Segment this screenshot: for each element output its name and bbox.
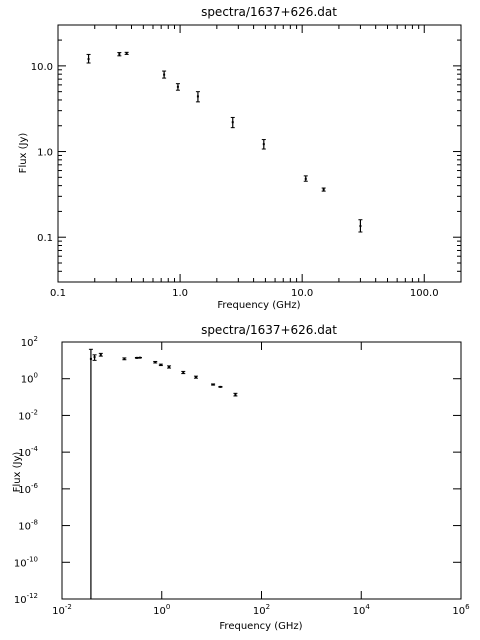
bottom-y-axis-label: Flux (Jy) [12, 452, 23, 493]
data-point [137, 356, 142, 359]
data-point [211, 383, 216, 386]
data-marker [138, 356, 141, 359]
data-point [167, 365, 172, 369]
y-tick-label: 1.0 [37, 148, 53, 159]
data-marker [99, 353, 102, 356]
data-marker [231, 121, 234, 124]
data-point [358, 219, 363, 233]
data-marker [168, 365, 171, 368]
data-point [162, 70, 167, 79]
y-tick-label: 0.1 [37, 233, 53, 244]
bottom-data-points [88, 348, 238, 600]
data-point [181, 370, 186, 375]
data-point [218, 385, 223, 388]
x-tick-label: 10-2 [52, 603, 72, 617]
top-x-axis-label: Frequency (GHz) [217, 300, 300, 311]
x-tick-label: 10.0 [291, 288, 313, 299]
data-marker [176, 85, 179, 88]
data-marker [359, 225, 362, 228]
data-point [261, 139, 266, 150]
data-point [88, 348, 93, 600]
bottom-panel: spectra/1637+626.dat 10-2 100 102 104 106 10… [12, 323, 470, 632]
top-chart-title: spectra/1637+626.dat [201, 5, 337, 19]
top-y-ticks: 0.1 1.0 10.0 [31, 39, 461, 272]
y-tick-label: 10-6 [18, 482, 38, 496]
x-tick-label: 100 [153, 603, 170, 617]
data-marker [262, 143, 265, 146]
y-tick-label: 10-4 [18, 445, 38, 459]
y-tick-label: 10-2 [18, 408, 38, 422]
data-point [230, 116, 235, 129]
data-marker [194, 376, 197, 379]
data-point [86, 53, 91, 64]
data-marker [89, 357, 92, 360]
data-marker [118, 53, 121, 56]
bottom-x-axis-label: Frequency (GHz) [219, 621, 302, 632]
bottom-x-ticks: 10-2 100 102 104 106 [52, 342, 470, 617]
data-marker [154, 361, 157, 364]
x-tick-label: 100.0 [410, 288, 439, 299]
data-point [175, 83, 180, 91]
top-x-ticks: 0.1 1.0 10.0 100.0 [50, 25, 439, 299]
data-marker [219, 385, 222, 388]
data-point [153, 360, 158, 364]
data-marker [123, 357, 126, 360]
data-point [195, 91, 200, 103]
y-tick-label: 102 [21, 335, 38, 349]
data-point [303, 175, 308, 182]
data-marker [304, 177, 307, 180]
data-marker [163, 73, 166, 76]
data-point [122, 357, 127, 361]
y-tick-label: 10-12 [14, 592, 38, 606]
data-marker [196, 95, 199, 98]
x-tick-label: 0.1 [50, 288, 66, 299]
data-marker [234, 393, 237, 396]
data-point [321, 187, 326, 192]
data-point [158, 363, 163, 367]
x-tick-label: 1.0 [172, 288, 188, 299]
data-marker [125, 52, 128, 55]
data-marker [135, 356, 138, 359]
data-point [98, 352, 103, 357]
bottom-plot-frame [61, 341, 462, 600]
data-marker [182, 371, 185, 374]
bottom-chart-title: spectra/1637+626.dat [201, 323, 337, 337]
top-plot-frame [57, 24, 462, 283]
data-point [233, 392, 238, 397]
data-point [117, 52, 122, 57]
data-marker [212, 383, 215, 386]
data-marker [159, 363, 162, 366]
y-tick-label: 10.0 [31, 62, 53, 73]
x-tick-label: 104 [353, 603, 371, 617]
top-data-points [86, 51, 363, 233]
top-panel: spectra/1637+626.dat 0.1 1.0 10.0 100.0 0.1… [18, 5, 462, 311]
bottom-y-ticks: 10-12 10-10 10-8 10-6 10-4 10-2 100 102 [14, 335, 461, 606]
data-point [193, 375, 198, 379]
data-point [92, 354, 97, 361]
data-marker [93, 356, 96, 359]
y-tick-label: 10-10 [14, 555, 38, 569]
y-tick-label: 10-8 [18, 519, 38, 533]
top-y-axis-label: Flux (Jy) [18, 133, 29, 174]
x-tick-label: 106 [452, 603, 470, 617]
data-marker [322, 188, 325, 191]
data-point [124, 51, 129, 55]
x-tick-label: 102 [253, 603, 270, 617]
y-tick-label: 100 [21, 372, 38, 386]
data-marker [87, 58, 90, 61]
